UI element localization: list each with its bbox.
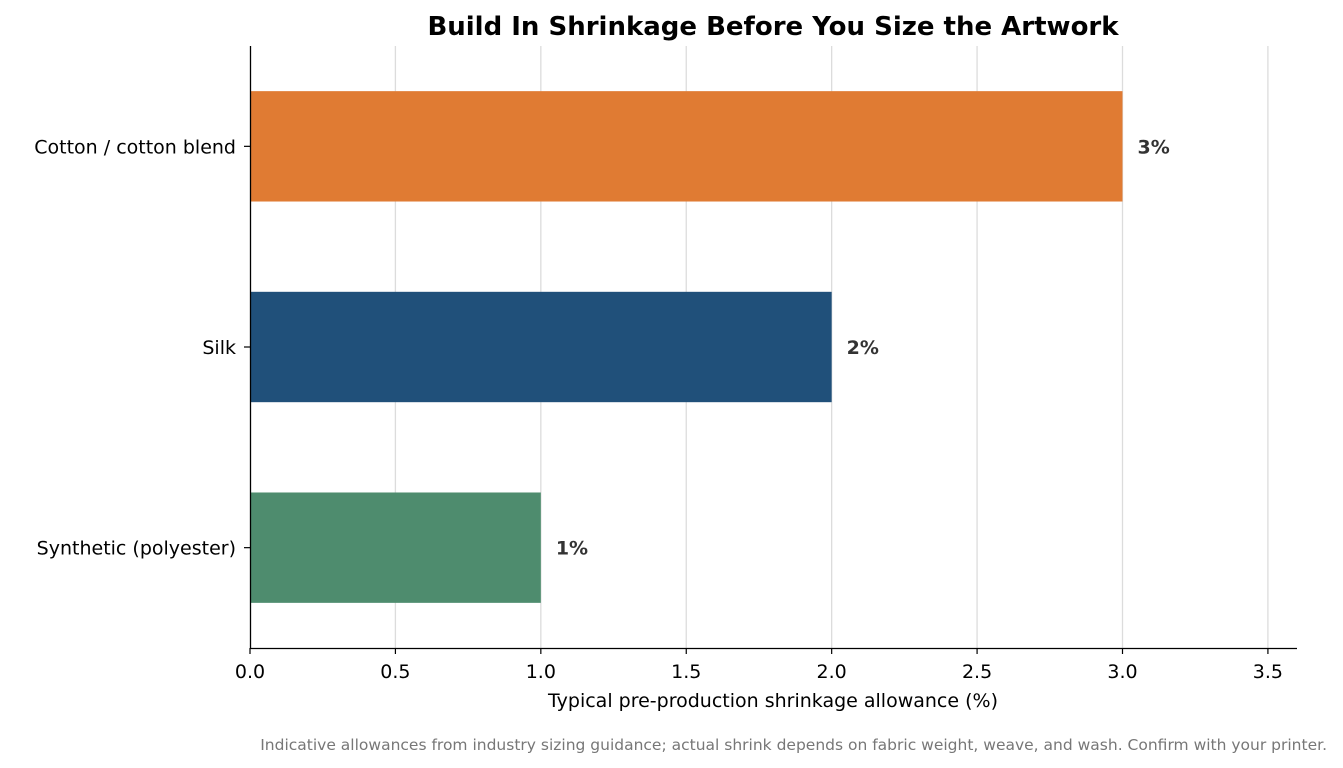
data-labels: 3% 2% 1% bbox=[556, 136, 1170, 559]
bar bbox=[250, 91, 1123, 202]
footnote: Indicative allowances from industry sizi… bbox=[260, 736, 1327, 754]
bar bbox=[250, 291, 832, 403]
data-label: 1% bbox=[556, 538, 588, 560]
y-tick-label: Silk bbox=[202, 337, 236, 359]
x-tick-label: 1.0 bbox=[526, 661, 556, 683]
x-tick-label: 0.0 bbox=[235, 661, 265, 683]
x-tick-label: 2.5 bbox=[962, 661, 992, 683]
y-ticks: Cotton / cotton blend Silk Synthetic (poly… bbox=[34, 136, 250, 560]
y-tick-label: Synthetic (polyester) bbox=[37, 538, 236, 560]
x-axis-label: Typical pre-production shrinkage allowan… bbox=[547, 690, 998, 712]
bar bbox=[250, 492, 541, 603]
x-tick-label: 3.5 bbox=[1253, 661, 1283, 683]
x-tick-label: 3.0 bbox=[1107, 661, 1137, 683]
y-tick-label: Cotton / cotton blend bbox=[34, 136, 236, 158]
x-tick-label: 0.5 bbox=[380, 661, 410, 683]
x-tick-label: 1.5 bbox=[671, 661, 701, 683]
x-tick-label: 2.0 bbox=[817, 661, 847, 683]
bars bbox=[250, 91, 1123, 603]
data-label: 2% bbox=[847, 337, 879, 359]
data-label: 3% bbox=[1138, 136, 1170, 158]
x-ticks: 0.0 0.5 1.0 1.5 2.0 2.5 3.0 3.5 bbox=[235, 648, 1283, 683]
chart-title: Build In Shrinkage Before You Size the A… bbox=[427, 12, 1119, 42]
